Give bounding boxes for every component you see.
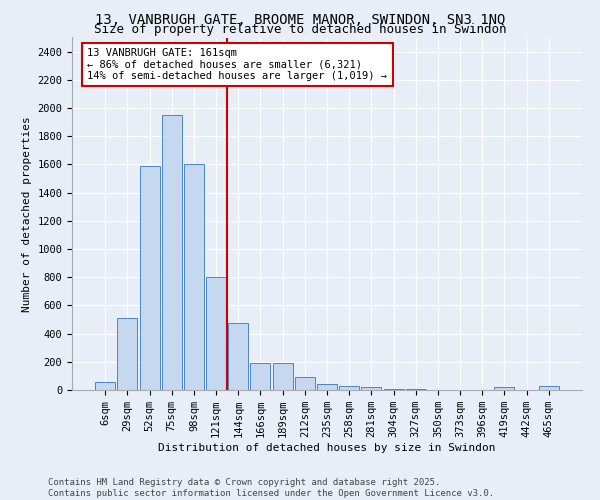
Bar <box>250 363 271 390</box>
Bar <box>317 384 337 390</box>
Bar <box>383 388 404 390</box>
Text: Contains HM Land Registry data © Crown copyright and database right 2025.
Contai: Contains HM Land Registry data © Crown c… <box>48 478 494 498</box>
Bar <box>118 318 137 390</box>
Y-axis label: Number of detached properties: Number of detached properties <box>22 116 32 312</box>
Bar <box>184 164 204 390</box>
Bar <box>339 386 359 390</box>
Bar <box>295 378 315 390</box>
Bar <box>406 388 426 390</box>
Bar <box>162 115 182 390</box>
Bar <box>95 382 115 390</box>
X-axis label: Distribution of detached houses by size in Swindon: Distribution of detached houses by size … <box>158 443 496 453</box>
Bar <box>272 362 293 390</box>
Bar <box>361 387 382 390</box>
Bar <box>228 323 248 390</box>
Text: 13 VANBRUGH GATE: 161sqm
← 86% of detached houses are smaller (6,321)
14% of sem: 13 VANBRUGH GATE: 161sqm ← 86% of detach… <box>88 48 388 82</box>
Bar <box>539 386 559 390</box>
Text: 13, VANBRUGH GATE, BROOME MANOR, SWINDON, SN3 1NQ: 13, VANBRUGH GATE, BROOME MANOR, SWINDON… <box>95 12 505 26</box>
Text: Size of property relative to detached houses in Swindon: Size of property relative to detached ho… <box>94 22 506 36</box>
Bar <box>140 166 160 390</box>
Bar <box>206 277 226 390</box>
Bar <box>494 387 514 390</box>
